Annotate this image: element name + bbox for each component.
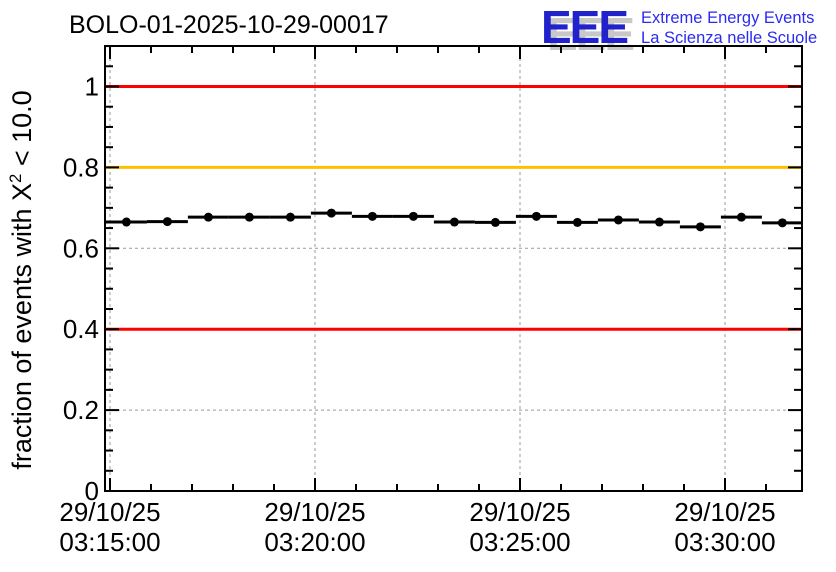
- data-point-marker: [695, 222, 705, 232]
- data-point-marker: [531, 211, 541, 221]
- data-point-marker: [162, 217, 172, 227]
- x-tick-label-time: 03:20:00: [264, 527, 365, 557]
- data-point-marker: [449, 217, 459, 227]
- x-tick-label-time: 03:25:00: [469, 527, 570, 557]
- y-tick-label: 0.6: [63, 233, 99, 263]
- eee-logo-text: Extreme Energy Events La Scienza nelle S…: [641, 8, 817, 48]
- x-tick-label-time: 03:30:00: [674, 527, 775, 557]
- y-tick-label: 1: [85, 72, 99, 102]
- x-tick-label-date: 29/10/25: [674, 497, 775, 527]
- data-point-marker: [203, 212, 213, 222]
- data-point-marker: [777, 218, 787, 228]
- eee-logo-line1: Extreme Energy Events: [641, 9, 815, 27]
- data-point-marker: [326, 208, 336, 218]
- x-tick-label-time: 03:15:00: [59, 527, 160, 557]
- x-tick-label-date: 29/10/25: [469, 497, 570, 527]
- eee-logo: EEE Extreme Energy Events La Scienza nel…: [541, 4, 817, 50]
- eee-logo-line2: La Scienza nelle Scuole: [641, 29, 818, 47]
- data-point-marker: [367, 211, 377, 221]
- data-point-marker: [121, 217, 131, 227]
- data-point-marker: [736, 212, 746, 222]
- y-tick-label: 0: [85, 476, 99, 506]
- data-point-marker: [613, 215, 623, 225]
- y-tick-label: 0.8: [63, 152, 99, 182]
- eee-logo-acronym: EEE: [541, 1, 629, 53]
- y-tick-label: 0.4: [63, 314, 99, 344]
- x-tick-label-date: 29/10/25: [59, 497, 160, 527]
- x-tick-label-date: 29/10/25: [264, 497, 365, 527]
- plot-title: BOLO-01-2025-10-29-00017: [69, 11, 389, 39]
- data-point-marker: [490, 217, 500, 227]
- data-point-marker: [654, 217, 664, 227]
- y-tick-label: 0.2: [63, 395, 99, 425]
- data-point-marker: [572, 217, 582, 227]
- data-point-marker: [408, 211, 418, 221]
- data-point-marker: [244, 212, 254, 222]
- plot-frame: [104, 45, 803, 492]
- data-point-marker: [285, 212, 295, 222]
